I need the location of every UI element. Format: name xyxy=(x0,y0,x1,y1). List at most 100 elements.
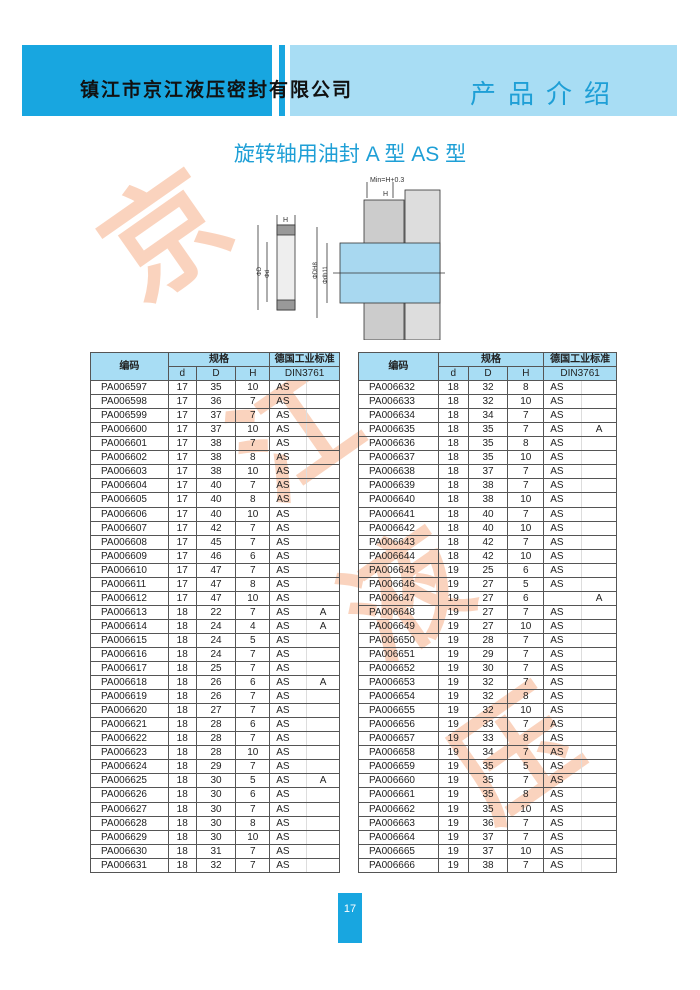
cell-d: 18 xyxy=(437,408,469,424)
cell-d: 18 xyxy=(167,843,197,859)
cell-code: PA006653 xyxy=(358,675,439,691)
cell-as: AS xyxy=(543,815,583,831)
cell-a xyxy=(581,646,617,663)
cell-a xyxy=(306,506,340,522)
table-row: PA006655 19 32 10 AS xyxy=(358,703,617,719)
outer-diameter-label: ΦD xyxy=(257,266,263,276)
cell-code: PA006611 xyxy=(90,576,169,592)
cell-H: 6 xyxy=(235,548,271,564)
cell-H: 10 xyxy=(507,394,545,410)
cell-a xyxy=(306,815,340,831)
cell-d: 19 xyxy=(437,717,469,733)
cell-d: 19 xyxy=(437,829,469,845)
table-row: PA006644 18 42 10 AS xyxy=(358,548,617,564)
cell-H: 7 xyxy=(507,422,545,438)
cell-as: AS xyxy=(543,843,583,859)
cell-code: PA006622 xyxy=(90,731,169,747)
cell-H: 7 xyxy=(507,829,545,845)
cell-code: PA006640 xyxy=(358,492,439,508)
cell-D: 35 xyxy=(467,422,509,438)
cell-code: PA006597 xyxy=(90,380,169,396)
col-din: DIN3761 xyxy=(269,366,340,382)
cell-code: PA006615 xyxy=(90,632,169,648)
table-row: PA006597 17 35 10 AS xyxy=(90,380,340,396)
cell-code: PA006598 xyxy=(90,394,169,410)
cell-D: 30 xyxy=(467,661,509,677)
cell-D: 34 xyxy=(467,408,509,424)
cell-code: PA006647 xyxy=(358,590,439,606)
cell-d: 19 xyxy=(437,773,469,789)
cell-code: PA006652 xyxy=(358,661,439,677)
cell-a: A xyxy=(306,675,340,691)
cell-code: PA006608 xyxy=(90,534,169,550)
cell-code: PA006660 xyxy=(358,773,439,789)
table-row: PA006600 17 37 10 AS xyxy=(90,422,340,438)
table-row: PA006624 18 29 7 AS xyxy=(90,759,340,775)
cell-D: 37 xyxy=(195,422,237,438)
cell-H: 8 xyxy=(507,689,545,705)
cell-d: 18 xyxy=(167,773,197,789)
cell-code: PA006604 xyxy=(90,478,169,494)
cell-H: 7 xyxy=(507,773,545,789)
cell-as: AS xyxy=(269,787,308,803)
cell-D: 30 xyxy=(195,801,237,817)
cell-d: 18 xyxy=(167,717,197,733)
cell-D: 22 xyxy=(195,604,237,620)
cell-code: PA006617 xyxy=(90,661,169,677)
cell-H: 7 xyxy=(507,675,545,691)
cell-D: 34 xyxy=(467,745,509,761)
cell-as: AS xyxy=(269,661,308,677)
table-row: PA006617 18 25 7 AS xyxy=(90,661,340,677)
cell-code: PA006607 xyxy=(90,520,169,536)
cell-D: 30 xyxy=(195,773,237,789)
cell-a xyxy=(581,717,617,733)
cell-a xyxy=(581,773,617,789)
table-row: PA006645 19 25 6 AS xyxy=(358,562,617,578)
cell-as: AS xyxy=(543,394,583,410)
col-H: H xyxy=(235,366,271,382)
cell-a xyxy=(306,745,340,761)
cell-H: 7 xyxy=(235,857,271,873)
cell-H: 8 xyxy=(235,576,271,592)
cell-d: 19 xyxy=(437,815,469,831)
cell-a xyxy=(581,745,617,761)
cell-D: 35 xyxy=(195,380,237,396)
cell-H: 10 xyxy=(235,422,271,438)
cell-as: AS xyxy=(269,632,308,648)
cell-H: 10 xyxy=(507,450,545,466)
cell-D: 28 xyxy=(195,731,237,747)
col-code: 编码 xyxy=(90,351,169,382)
cell-code: PA006606 xyxy=(90,506,169,522)
cell-H: 8 xyxy=(507,380,545,396)
cell-code: PA006633 xyxy=(358,394,439,410)
cell-H: 10 xyxy=(235,829,271,845)
cell-H: 6 xyxy=(235,675,271,691)
cell-H: 7 xyxy=(507,534,545,550)
cell-code: PA006602 xyxy=(90,450,169,466)
cell-a xyxy=(581,562,617,578)
cell-a xyxy=(581,548,617,564)
cell-d: 17 xyxy=(167,520,197,536)
cell-D: 37 xyxy=(195,408,237,424)
spec-table-right: 编码 规格 德国工业标准 d D H DIN3761 PA006632 18 32 8 AS PA0… xyxy=(358,351,617,873)
cell-D: 32 xyxy=(467,394,509,410)
table-row: PA006605 17 40 8 AS xyxy=(90,492,340,508)
cell-as: AS xyxy=(543,801,583,817)
cell-code: PA006636 xyxy=(358,436,439,452)
cell-as: AS xyxy=(543,731,583,747)
cell-as: AS xyxy=(543,632,583,648)
cell-D: 40 xyxy=(467,520,509,536)
cell-d: 18 xyxy=(167,759,197,775)
min-label: Min=H+0.3 xyxy=(370,177,404,184)
cell-D: 26 xyxy=(195,675,237,691)
cell-d: 17 xyxy=(167,590,197,606)
cell-D: 27 xyxy=(467,618,509,634)
cell-a xyxy=(581,815,617,831)
cell-d: 19 xyxy=(437,618,469,634)
cell-as: AS xyxy=(543,829,583,845)
table-row: PA006613 18 22 7 AS A xyxy=(90,604,340,620)
cell-as: AS xyxy=(269,450,308,466)
cell-D: 42 xyxy=(467,534,509,550)
cell-as: AS xyxy=(269,815,308,831)
cell-D: 27 xyxy=(467,576,509,592)
